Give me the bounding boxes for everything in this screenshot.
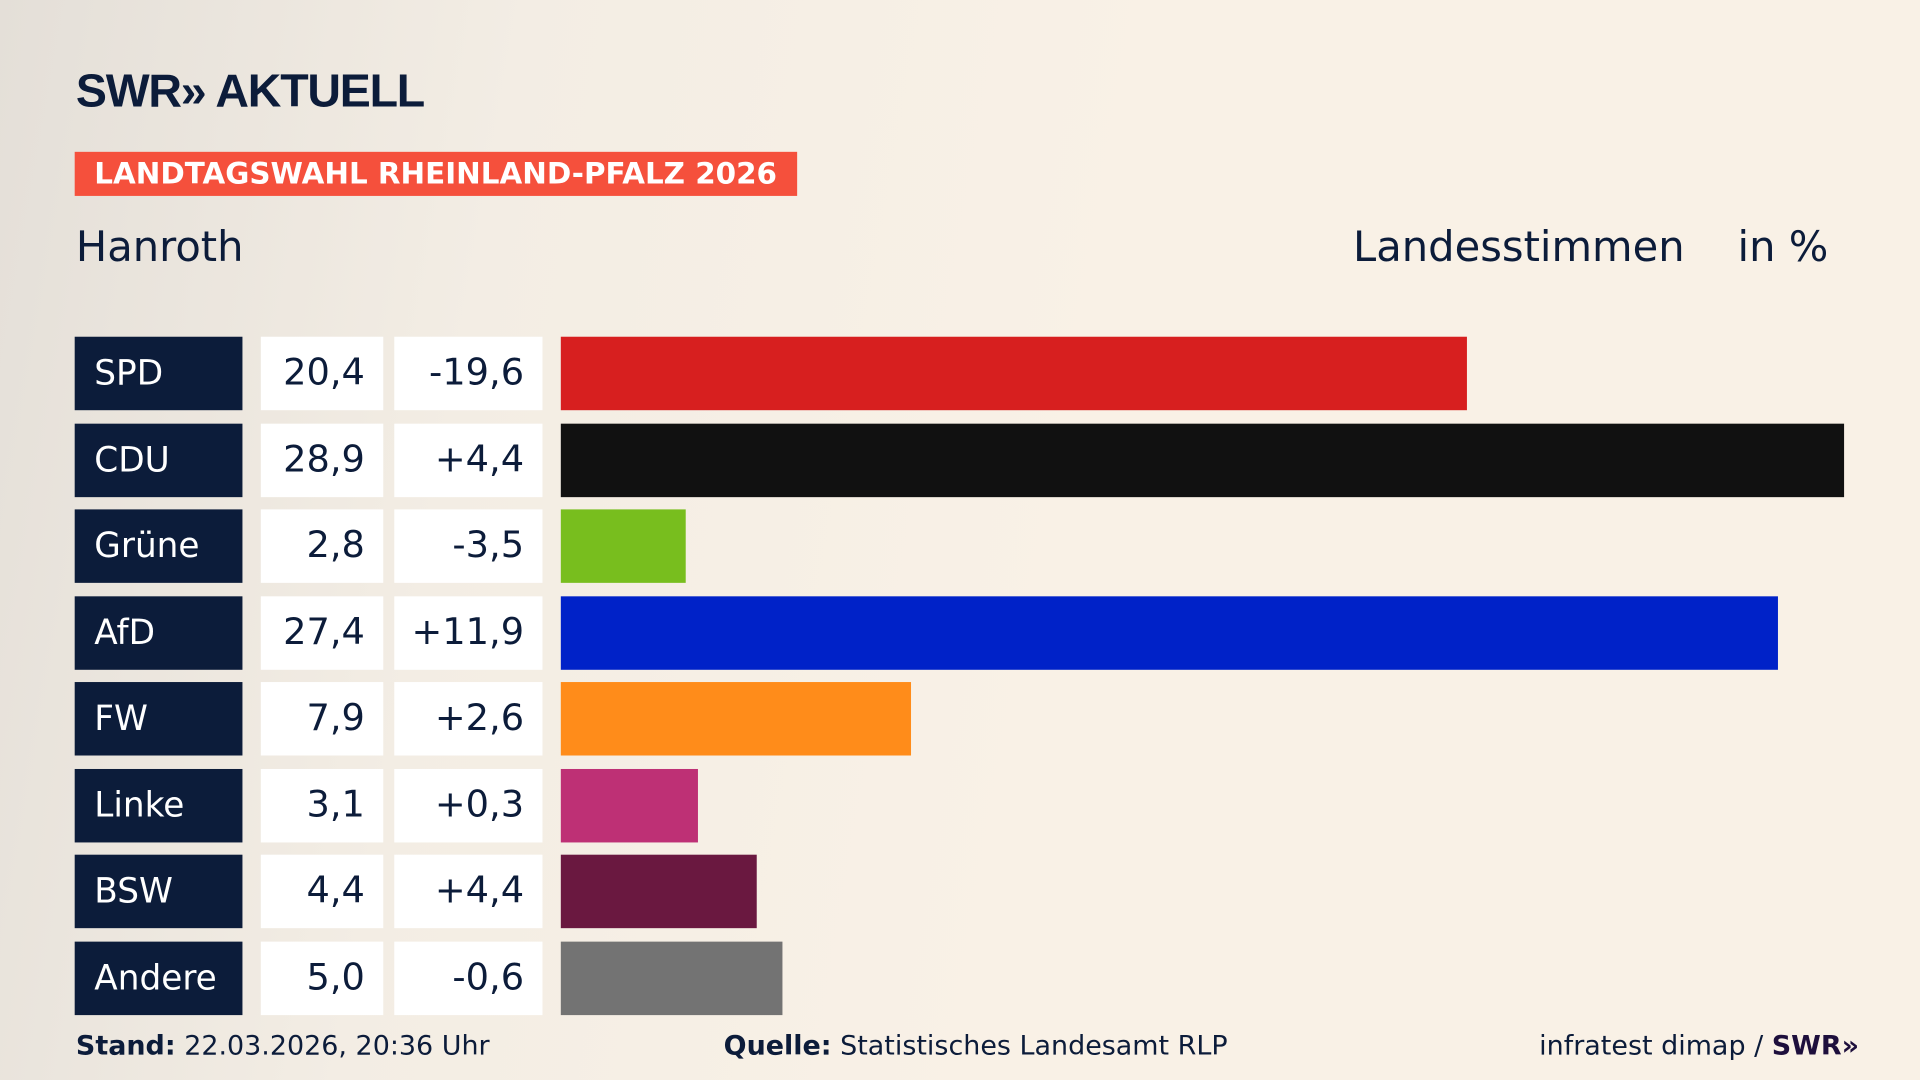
party-label: AfD bbox=[74, 595, 243, 670]
bar bbox=[560, 682, 912, 756]
change-label: +4,4 bbox=[394, 423, 543, 497]
swr-logo: SWR» bbox=[1771, 1031, 1860, 1062]
change-label: +2,6 bbox=[394, 682, 543, 756]
value-label: 4,4 bbox=[260, 854, 384, 929]
credit-text: infratest dimap / bbox=[1539, 1031, 1764, 1062]
swr-aktuell-logo: SWR» AKTUELL bbox=[75, 66, 425, 118]
change-label: +0,3 bbox=[394, 768, 543, 842]
party-label: FW bbox=[74, 682, 243, 756]
bar bbox=[560, 423, 1845, 497]
party-label: SPD bbox=[74, 336, 243, 411]
stand-value: 22.03.2026, 20:36 Uhr bbox=[184, 1031, 490, 1062]
party-label: Andere bbox=[74, 941, 243, 1015]
election-banner: LANDTAGSWAHL RHEINLAND-PFALZ 2026 bbox=[74, 151, 797, 196]
change-label: +4,4 bbox=[394, 854, 543, 929]
value-label: 28,9 bbox=[260, 423, 384, 497]
bar bbox=[560, 941, 783, 1015]
bar bbox=[560, 509, 686, 583]
bar bbox=[560, 595, 1778, 670]
metric-label: Landesstimmen bbox=[1353, 222, 1685, 272]
change-label: +11,9 bbox=[394, 595, 543, 670]
stand: Stand: 22.03.2026, 20:36 Uhr bbox=[76, 1031, 490, 1062]
source-label: Quelle: bbox=[723, 1031, 832, 1062]
bar bbox=[560, 854, 757, 929]
source: Quelle: Statistisches Landesamt RLP bbox=[724, 1031, 1228, 1062]
bar bbox=[560, 336, 1467, 411]
place-title: Hanroth bbox=[75, 222, 244, 272]
stand-label: Stand: bbox=[75, 1031, 176, 1062]
value-label: 7,9 bbox=[260, 682, 384, 756]
party-label: Grüne bbox=[74, 509, 243, 583]
change-label: -3,5 bbox=[394, 509, 543, 583]
value-label: 2,8 bbox=[260, 509, 384, 583]
value-label: 3,1 bbox=[260, 768, 384, 842]
value-label: 20,4 bbox=[260, 336, 384, 411]
party-label: BSW bbox=[74, 854, 243, 929]
change-label: -19,6 bbox=[394, 336, 543, 411]
party-label: CDU bbox=[74, 423, 243, 497]
source-value: Statistisches Landesamt RLP bbox=[840, 1031, 1228, 1062]
value-label: 5,0 bbox=[260, 941, 384, 1015]
bar bbox=[560, 768, 699, 842]
credit: infratest dimap / SWR» bbox=[1539, 1031, 1859, 1062]
party-label: Linke bbox=[74, 768, 243, 842]
value-label: 27,4 bbox=[260, 595, 384, 670]
unit-label: in % bbox=[1737, 222, 1829, 272]
change-label: -0,6 bbox=[394, 941, 543, 1015]
